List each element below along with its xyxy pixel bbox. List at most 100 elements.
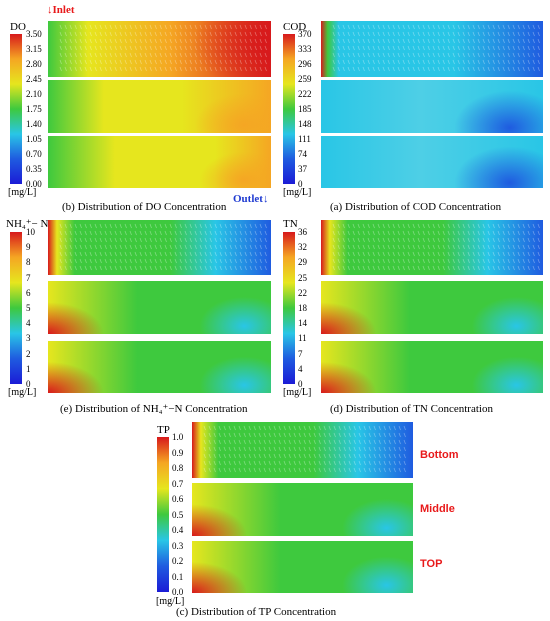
velocity-vector	[139, 59, 142, 65]
velocity-vector	[144, 258, 147, 264]
velocity-vector	[383, 425, 386, 431]
velocity-vector	[169, 45, 172, 51]
velocity-vector	[214, 24, 217, 30]
velocity-vector	[462, 258, 465, 264]
velocity-vector	[337, 45, 340, 51]
velocity-vector	[392, 38, 395, 44]
velocity-vector	[89, 223, 92, 229]
colorbar-tick-label: 1.0	[172, 432, 184, 442]
velocity-vector	[373, 425, 376, 431]
velocity-vector	[367, 31, 370, 37]
tn-colorbar	[283, 232, 295, 384]
velocity-vector	[437, 52, 440, 58]
velocity-vector	[522, 223, 525, 229]
velocity-vector	[502, 244, 505, 250]
velocity-vector	[482, 258, 485, 264]
velocity-vector	[219, 258, 222, 264]
velocity-vector	[502, 251, 505, 257]
velocity-vector	[59, 52, 62, 58]
velocity-vector	[352, 24, 355, 30]
velocity-vector	[124, 223, 127, 229]
velocity-vector	[213, 446, 216, 452]
velocity-vector	[472, 230, 475, 236]
velocity-vector	[119, 237, 122, 243]
velocity-vector	[363, 460, 366, 466]
velocity-vector	[119, 251, 122, 257]
velocity-vector	[417, 230, 420, 236]
velocity-vector	[347, 31, 350, 37]
velocity-vector	[427, 237, 430, 243]
colorbar-tick-label: 3	[26, 333, 31, 344]
velocity-vector	[64, 38, 67, 44]
velocity-vector	[89, 258, 92, 264]
velocity-vector	[238, 467, 241, 473]
velocity-vector	[452, 52, 455, 58]
velocity-vector	[477, 265, 480, 271]
colorbar-tick-label: 5	[26, 303, 31, 313]
colorbar-tick-label: 0.5	[172, 509, 184, 520]
velocity-vector	[213, 467, 216, 473]
velocity-vector	[234, 31, 237, 37]
velocity-vector	[407, 251, 410, 257]
velocity-vector	[378, 425, 381, 431]
velocity-vector	[372, 45, 375, 51]
velocity-vector	[502, 38, 505, 44]
velocity-vector	[134, 45, 137, 51]
velocity-vector	[338, 453, 341, 459]
velocity-vector	[357, 251, 360, 257]
velocity-vector	[288, 432, 291, 438]
velocity-vector	[367, 223, 370, 229]
layer-label-bottom: Bottom	[420, 449, 459, 461]
velocity-vector	[239, 237, 242, 243]
cod-colorbar	[283, 34, 295, 184]
velocity-vector	[139, 230, 142, 236]
velocity-vector	[382, 230, 385, 236]
velocity-vector	[417, 265, 420, 271]
velocity-vector	[357, 66, 360, 72]
do-panel-top	[48, 136, 271, 188]
velocity-vector	[189, 237, 192, 243]
velocity-vector	[84, 59, 87, 65]
velocity-vector	[502, 31, 505, 37]
velocity-vector	[343, 460, 346, 466]
velocity-vector	[194, 265, 197, 271]
velocity-vector	[204, 230, 207, 236]
tn-colorbar-title: TN	[283, 218, 298, 230]
velocity-vector	[218, 460, 221, 466]
colorbar-tick-label: 1.05	[26, 134, 42, 144]
velocity-vector	[204, 38, 207, 44]
velocity-vector	[253, 439, 256, 445]
velocity-vector	[497, 24, 500, 30]
velocity-vector	[342, 244, 345, 250]
velocity-vector	[497, 251, 500, 257]
velocity-vector	[204, 31, 207, 37]
velocity-vector	[179, 237, 182, 243]
velocity-vector	[362, 45, 365, 51]
velocity-vector	[64, 230, 67, 236]
velocity-vector	[392, 244, 395, 250]
velocity-vector	[457, 258, 460, 264]
velocity-vector	[273, 460, 276, 466]
velocity-vector	[447, 258, 450, 264]
velocity-vector	[442, 251, 445, 257]
velocity-vector	[84, 45, 87, 51]
velocity-vector	[288, 425, 291, 431]
velocity-vector	[357, 45, 360, 51]
velocity-vector	[362, 66, 365, 72]
velocity-vector	[89, 31, 92, 37]
velocity-vector	[357, 31, 360, 37]
velocity-vector	[288, 446, 291, 452]
velocity-vector	[472, 244, 475, 250]
velocity-vector	[129, 45, 132, 51]
velocity-vector	[397, 59, 400, 65]
velocity-vector	[169, 223, 172, 229]
colorbar-tick-label: 1.75	[26, 104, 42, 114]
velocity-vector	[482, 24, 485, 30]
velocity-vector	[99, 223, 102, 229]
cod-panel-bottom	[321, 21, 543, 77]
velocity-vector	[512, 38, 515, 44]
velocity-vector	[214, 38, 217, 44]
velocity-vector	[472, 52, 475, 58]
colorbar-tick-label: 18	[298, 303, 307, 313]
velocity-vector	[332, 237, 335, 243]
